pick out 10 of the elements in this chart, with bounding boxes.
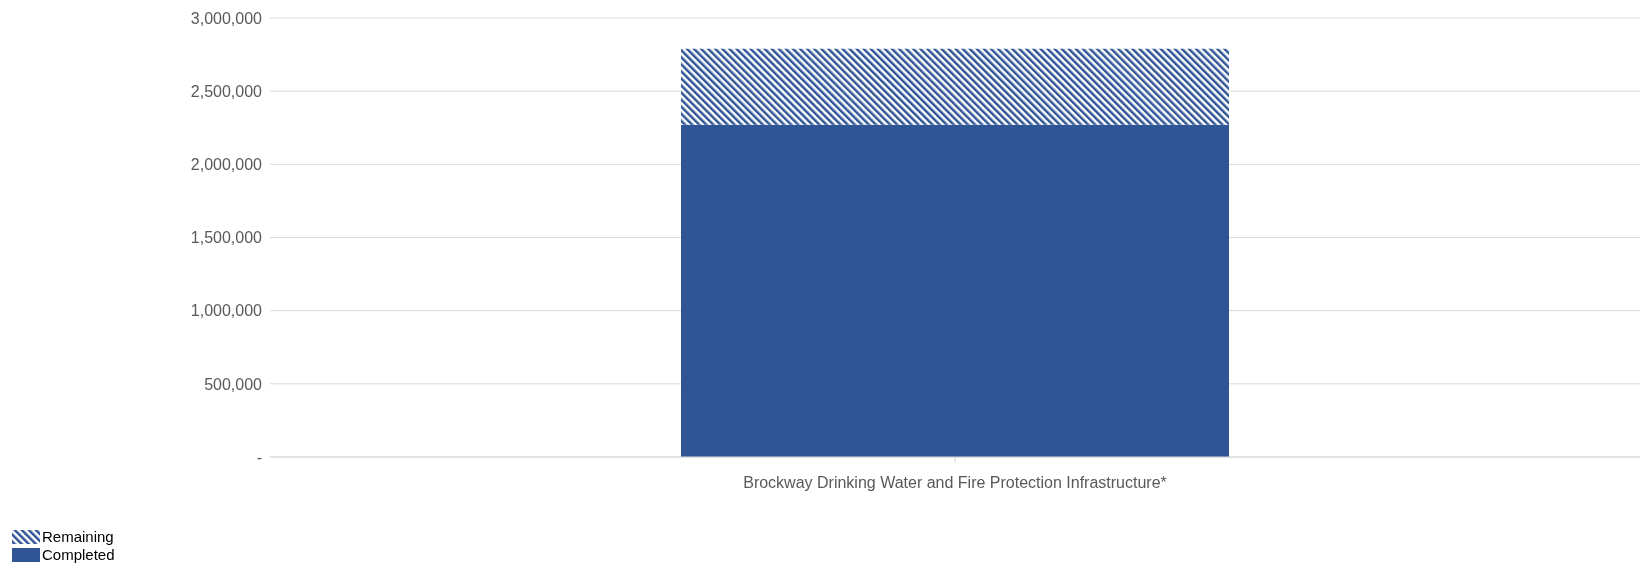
y-tick-label: 2,000,000 [190, 156, 263, 174]
x-tick-label: Brockway Drinking Water and Fire Protection Infrastructure* [743, 474, 1167, 492]
y-tick-label: 1,500,000 [190, 229, 263, 247]
y-tick-label: - [256, 448, 262, 466]
y-tick-label: 2,500,000 [190, 82, 263, 100]
y-tick-label: 500,000 [204, 375, 263, 393]
y-tick-label: 1,000,000 [190, 302, 263, 320]
legend-label: Remaining [42, 528, 114, 546]
legend-label: Completed [42, 546, 115, 564]
y-tick-label: 3,000,000 [190, 9, 263, 27]
